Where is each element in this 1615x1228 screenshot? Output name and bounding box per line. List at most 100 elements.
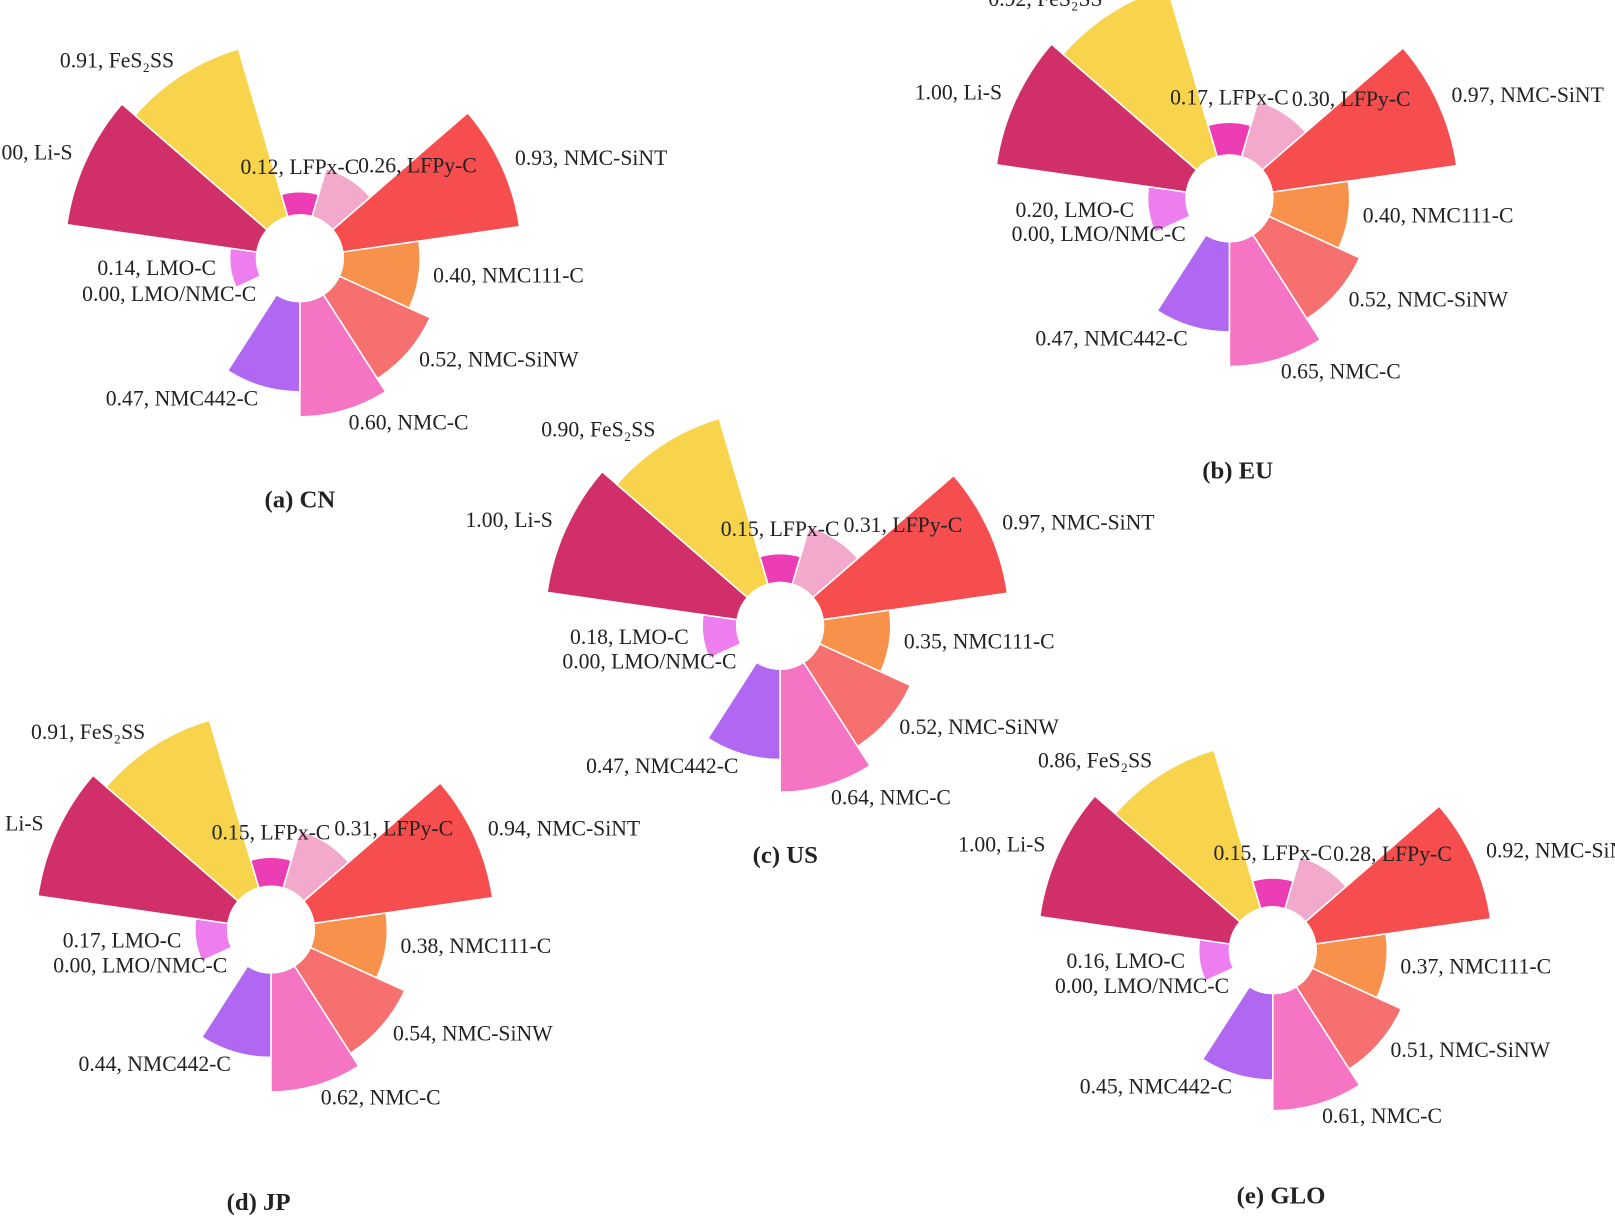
chart-title: (a) CN [264,487,335,514]
value-label: 0.44, NMC442-C [79,1052,231,1076]
wedge [226,293,301,393]
wedge [1114,749,1262,923]
value-label: 0.97, NMC-SiNT [1002,510,1154,534]
value-label: 0.64, NMC-C [831,785,951,809]
value-label: 0.18, LMO-C [570,625,689,649]
value-label: 0.38, NMC111-C [400,934,551,958]
value-label: 0.45, NMC442-C [1080,1075,1232,1099]
value-label: 0.94, NMC-SiNT [488,816,640,840]
value-label: 0.17, LMO-C [63,928,182,952]
value-label: 0.62, NMC-C [321,1085,441,1109]
wedge [270,964,360,1093]
wedge [615,417,769,599]
wedge [1232,967,1250,988]
wedge [331,111,521,253]
value-label: 1.00, Li-S [0,140,73,164]
wedge [995,42,1198,194]
wedge [200,964,272,1059]
value-label: 0.60, NMC-C [349,410,469,434]
value-label: 0.00, LMO/NMC-C [1012,222,1186,246]
wedge [230,947,248,967]
value-label: 0.15, LFPx-C [1213,841,1332,865]
value-label: 0.47, NMC442-C [1035,326,1187,350]
wedge [1061,0,1219,171]
value-label: 0.54, NMC-SiNW [393,1021,553,1045]
value-label: 0.52, NMC-SiNW [1349,288,1509,312]
value-label: 1.00, Li-S [465,508,552,532]
wedge [706,661,781,761]
value-label: 0.14, LMO-C [97,256,216,280]
value-label: 0.16, LMO-C [1067,949,1186,973]
value-label: 0.52, NMC-SiNW [419,347,579,371]
wedge [818,609,892,673]
value-label: 0.35, NMC111-C [904,630,1055,654]
value-label: 0.00, LMO/NMC-C [53,953,227,977]
chart-title: (b) EU [1202,458,1273,485]
wedge [779,661,872,793]
wedge [1156,233,1231,333]
chart-title: (e) GLO [1237,1183,1326,1210]
wedge [1228,233,1322,368]
wedge [65,102,269,253]
value-label: 0.93, NMC-SiNT [515,146,667,170]
value-label: 0.00, LMO/NMC-C [1055,974,1229,998]
value-label: 0.91, FeS₂SS [31,720,145,744]
value-label: 0.15, LFPx-C [721,517,840,541]
wedge [1038,794,1242,945]
value-label: 1.00, Li-S [915,80,1002,104]
wedge [546,470,749,621]
value-label: 0.00, LMO/NMC-C [82,282,256,306]
value-label: 0.31, LFPy-C [334,817,453,841]
wedge [739,643,758,664]
wedge [811,474,1009,621]
value-label: 0.20, LMO-C [1016,198,1135,222]
value-label: 0.92, NMC-SiNT [1486,839,1615,863]
value-label: 0.40, NMC111-C [433,263,584,287]
wedge [293,946,406,1055]
value-label: 0.17, LFPx-C [1170,86,1289,110]
value-label: 0.28, LFPy-C [1333,842,1452,866]
value-label: 0.00, LMO/NMC-C [562,650,736,674]
value-label: 0.26, LFPy-C [358,153,477,177]
value-label: 0.47, NMC442-C [586,754,738,778]
wedge [1304,804,1492,945]
value-label: 0.37, NMC111-C [1400,954,1551,978]
wedge [322,275,432,380]
value-label: 0.52, NMC-SiNW [899,715,1059,739]
wedge [259,275,277,296]
wedge [1189,215,1207,236]
value-label: 0.15, LFPx-C [212,821,331,845]
wedge [309,912,389,979]
wedge [1311,933,1389,999]
value-label: 0.12, LFPx-C [241,155,360,179]
value-label: 1.00, Li-S [0,812,44,836]
chart-title: (d) JP [227,1189,291,1216]
value-label: 0.97, NMC-SiNT [1452,83,1604,107]
value-label: 0.31, LFPy-C [844,513,963,537]
wedge [37,774,240,925]
wedge [1272,985,1361,1112]
chart-title: (c) US [753,842,818,869]
wedge [1295,967,1403,1071]
value-label: 0.40, NMC111-C [1363,203,1514,227]
wedge [1201,985,1274,1081]
wedge [338,240,421,310]
value-label: 0.61, NMC-C [1322,1104,1442,1128]
value-label: 0.91, FeS₂SS [60,48,174,72]
value-label: 1.00, Li-S [958,832,1045,856]
wedge [1251,215,1361,320]
value-label: 0.90, FeS₂SS [541,418,655,442]
wedge [133,47,289,231]
wedge [1261,46,1458,194]
wedge [1267,180,1351,250]
value-label: 0.30, LFPy-C [1292,87,1411,111]
wedge [802,642,912,748]
wedge [104,719,260,903]
value-label: 0.86, FeS₂SS [1038,749,1152,773]
value-label: 0.51, NMC-SiNW [1391,1038,1551,1062]
value-label: 0.92, FeS₂SS [988,0,1102,11]
wedge [299,293,387,418]
value-label: 0.47, NMC442-C [106,386,258,410]
value-label: 0.65, NMC-C [1281,360,1401,384]
